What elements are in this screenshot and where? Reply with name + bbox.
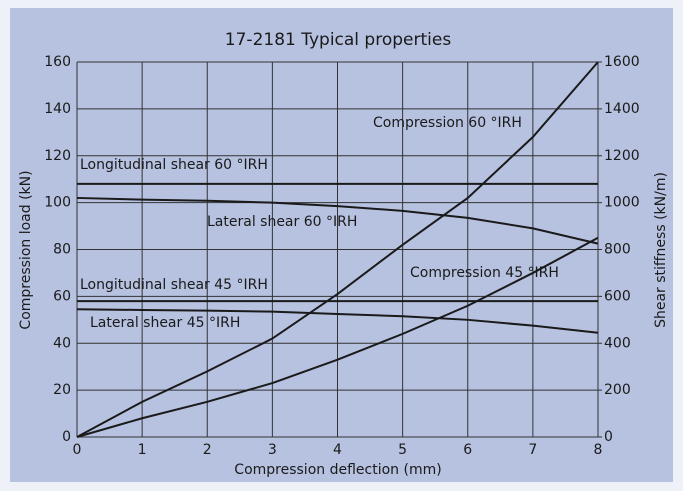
y2-tick-label: 1400 — [604, 101, 640, 117]
y-tick-label: 80 — [53, 242, 71, 258]
y2-tick-label: 0 — [604, 429, 613, 445]
y-tick-label: 120 — [44, 148, 71, 164]
series-label: Compression 60 °IRH — [373, 115, 522, 131]
y-tick-label: 0 — [62, 429, 71, 445]
y2-tick-label: 1600 — [604, 54, 640, 70]
series-line — [76, 196, 599, 245]
x-tick-label: 0 — [73, 442, 82, 458]
y-tick-label: 40 — [53, 335, 71, 351]
series-label: Lateral shear 45 °IRH — [90, 315, 240, 331]
series-line — [76, 236, 599, 438]
y2-tick-label: 400 — [604, 335, 631, 351]
y-tick-label: 160 — [44, 54, 71, 70]
y2-axis-label: Shear stiffness (kN/m) — [653, 172, 669, 328]
series-line — [76, 308, 599, 334]
x-tick-label: 8 — [594, 442, 603, 458]
y2-tick-label: 600 — [604, 288, 631, 304]
y2-tick-label: 1200 — [604, 148, 640, 164]
y-tick-label: 20 — [53, 382, 71, 398]
series-label: Lateral shear 60 °IRH — [207, 214, 357, 230]
x-tick-label: 1 — [138, 442, 147, 458]
x-tick-label: 5 — [398, 442, 407, 458]
series-label: Longitudinal shear 60 °IRH — [80, 157, 268, 173]
y2-tick-label: 800 — [604, 242, 631, 258]
y-tick-label: 60 — [53, 288, 71, 304]
x-tick-label: 3 — [268, 442, 277, 458]
chart-title: 17-2181 Typical properties — [225, 30, 452, 50]
y-tick-label: 100 — [44, 195, 71, 211]
x-tick-label: 4 — [333, 442, 342, 458]
series-label: Longitudinal shear 45 °IRH — [80, 277, 268, 293]
y-tick-label: 140 — [44, 101, 71, 117]
x-tick-label: 6 — [463, 442, 472, 458]
series-line — [76, 61, 599, 438]
y-axis-label: Compression load (kN) — [18, 170, 34, 329]
series-label: Compression 45 °IRH — [410, 265, 559, 281]
y2-tick-label: 1000 — [604, 195, 640, 211]
chart-panel — [10, 8, 673, 482]
x-tick-label: 7 — [528, 442, 537, 458]
y2-tick-label: 200 — [604, 382, 631, 398]
x-axis-label: Compression deflection (mm) — [234, 462, 441, 478]
x-tick-label: 2 — [203, 442, 212, 458]
